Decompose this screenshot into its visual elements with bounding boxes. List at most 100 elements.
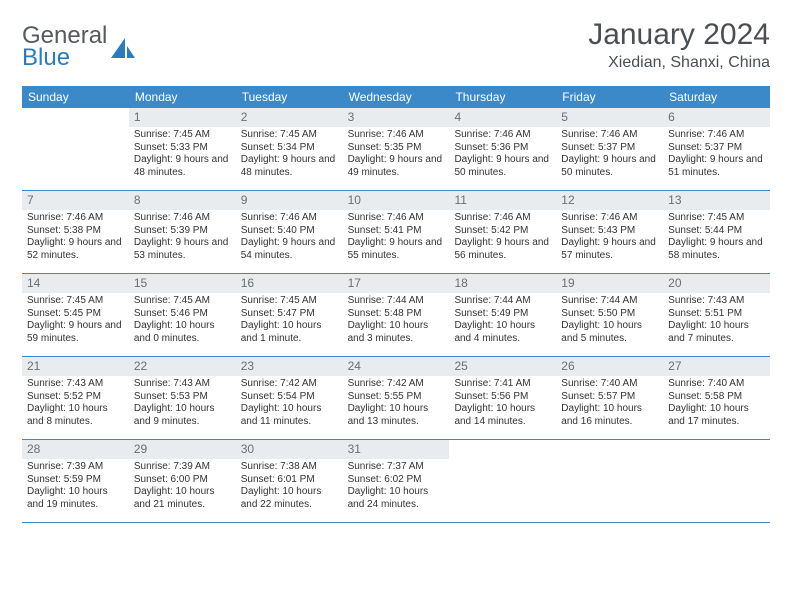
day-number: 9 bbox=[236, 191, 343, 210]
sunrise-text: Sunrise: 7:44 AM bbox=[348, 295, 445, 308]
day-number: 21 bbox=[22, 357, 129, 376]
daylight-text: Daylight: 9 hours and 55 minutes. bbox=[348, 237, 445, 262]
daylight-text: Daylight: 10 hours and 22 minutes. bbox=[241, 486, 338, 511]
sunset-text: Sunset: 5:38 PM bbox=[27, 225, 124, 238]
calendar-day: 5Sunrise: 7:46 AMSunset: 5:37 PMDaylight… bbox=[556, 108, 663, 190]
sunset-text: Sunset: 5:55 PM bbox=[348, 391, 445, 404]
sunset-text: Sunset: 5:46 PM bbox=[134, 308, 231, 321]
sunrise-text: Sunrise: 7:40 AM bbox=[668, 378, 765, 391]
sunset-text: Sunset: 5:37 PM bbox=[668, 142, 765, 155]
calendar-day: 23Sunrise: 7:42 AMSunset: 5:54 PMDayligh… bbox=[236, 357, 343, 439]
sunset-text: Sunset: 5:49 PM bbox=[454, 308, 551, 321]
sunset-text: Sunset: 5:48 PM bbox=[348, 308, 445, 321]
day-body: Sunrise: 7:45 AMSunset: 5:46 PMDaylight:… bbox=[129, 293, 236, 349]
calendar-day: 6Sunrise: 7:46 AMSunset: 5:37 PMDaylight… bbox=[663, 108, 770, 190]
day-body: Sunrise: 7:43 AMSunset: 5:52 PMDaylight:… bbox=[22, 376, 129, 432]
sunrise-text: Sunrise: 7:45 AM bbox=[134, 295, 231, 308]
day-body: Sunrise: 7:44 AMSunset: 5:49 PMDaylight:… bbox=[449, 293, 556, 349]
day-body: Sunrise: 7:46 AMSunset: 5:41 PMDaylight:… bbox=[343, 210, 450, 266]
sunrise-text: Sunrise: 7:43 AM bbox=[668, 295, 765, 308]
brand-logo: General Blue bbox=[22, 24, 137, 70]
day-body: Sunrise: 7:39 AMSunset: 5:59 PMDaylight:… bbox=[22, 459, 129, 515]
day-number: 2 bbox=[236, 108, 343, 127]
calendar-day: 28Sunrise: 7:39 AMSunset: 5:59 PMDayligh… bbox=[22, 440, 129, 522]
sunrise-text: Sunrise: 7:45 AM bbox=[241, 129, 338, 142]
day-number: 29 bbox=[129, 440, 236, 459]
daylight-text: Daylight: 9 hours and 51 minutes. bbox=[668, 154, 765, 179]
calendar-day: 12Sunrise: 7:46 AMSunset: 5:43 PMDayligh… bbox=[556, 191, 663, 273]
daylight-text: Daylight: 10 hours and 0 minutes. bbox=[134, 320, 231, 345]
daylight-text: Daylight: 10 hours and 21 minutes. bbox=[134, 486, 231, 511]
calendar-day: 7Sunrise: 7:46 AMSunset: 5:38 PMDaylight… bbox=[22, 191, 129, 273]
calendar-day: 14Sunrise: 7:45 AMSunset: 5:45 PMDayligh… bbox=[22, 274, 129, 356]
daylight-text: Daylight: 10 hours and 1 minute. bbox=[241, 320, 338, 345]
calendar-week: 1 Sunrise: 7:45 AM Sunset: 5:33 PM Daylight… bbox=[22, 108, 770, 191]
day-body: Sunrise: 7:46 AMSunset: 5:37 PMDaylight:… bbox=[663, 127, 770, 183]
calendar-day: 27Sunrise: 7:40 AMSunset: 5:58 PMDayligh… bbox=[663, 357, 770, 439]
day-body: Sunrise: 7:46 AMSunset: 5:38 PMDaylight:… bbox=[22, 210, 129, 266]
calendar-day: 26Sunrise: 7:40 AMSunset: 5:57 PMDayligh… bbox=[556, 357, 663, 439]
calendar-day: 21Sunrise: 7:43 AMSunset: 5:52 PMDayligh… bbox=[22, 357, 129, 439]
sunset-text: Sunset: 5:45 PM bbox=[27, 308, 124, 321]
day-body: Sunrise: 7:40 AMSunset: 5:57 PMDaylight:… bbox=[556, 376, 663, 432]
daylight-text: Daylight: 9 hours and 56 minutes. bbox=[454, 237, 551, 262]
sunrise-text: Sunrise: 7:46 AM bbox=[348, 129, 445, 142]
daylight-text: Daylight: 10 hours and 8 minutes. bbox=[27, 403, 124, 428]
daylight-text: Daylight: 10 hours and 4 minutes. bbox=[454, 320, 551, 345]
daylight-text: Daylight: 10 hours and 17 minutes. bbox=[668, 403, 765, 428]
sunrise-text: Sunrise: 7:44 AM bbox=[454, 295, 551, 308]
day-body: Sunrise: 7:43 AMSunset: 5:51 PMDaylight:… bbox=[663, 293, 770, 349]
calendar-week: 14Sunrise: 7:45 AMSunset: 5:45 PMDayligh… bbox=[22, 274, 770, 357]
day-number: 27 bbox=[663, 357, 770, 376]
calendar-day: 3Sunrise: 7:46 AMSunset: 5:35 PMDaylight… bbox=[343, 108, 450, 190]
day-body: Sunrise: 7:42 AMSunset: 5:54 PMDaylight:… bbox=[236, 376, 343, 432]
day-number: 19 bbox=[556, 274, 663, 293]
daylight-text: Daylight: 10 hours and 3 minutes. bbox=[348, 320, 445, 345]
daylight-text: Daylight: 10 hours and 9 minutes. bbox=[134, 403, 231, 428]
sunset-text: Sunset: 5:37 PM bbox=[561, 142, 658, 155]
sunset-text: Sunset: 5:40 PM bbox=[241, 225, 338, 238]
calendar-day: 19Sunrise: 7:44 AMSunset: 5:50 PMDayligh… bbox=[556, 274, 663, 356]
day-number: 8 bbox=[129, 191, 236, 210]
sunrise-text: Sunrise: 7:46 AM bbox=[561, 212, 658, 225]
calendar-week: 28Sunrise: 7:39 AMSunset: 5:59 PMDayligh… bbox=[22, 440, 770, 523]
day-body: Sunrise: 7:42 AMSunset: 5:55 PMDaylight:… bbox=[343, 376, 450, 432]
brand-sail-icon bbox=[111, 36, 137, 60]
sunset-text: Sunset: 5:34 PM bbox=[241, 142, 338, 155]
day-number: 28 bbox=[22, 440, 129, 459]
sunset-text: Sunset: 5:33 PM bbox=[134, 142, 231, 155]
daylight-text: Daylight: 10 hours and 13 minutes. bbox=[348, 403, 445, 428]
calendar-day: 17Sunrise: 7:44 AMSunset: 5:48 PMDayligh… bbox=[343, 274, 450, 356]
page-title: January 2024 bbox=[588, 18, 770, 52]
sunset-text: Sunset: 5:59 PM bbox=[27, 474, 124, 487]
calendar-day: 18Sunrise: 7:44 AMSunset: 5:49 PMDayligh… bbox=[449, 274, 556, 356]
sunrise-text: Sunrise: 7:46 AM bbox=[134, 212, 231, 225]
dayname-thu: Thursday bbox=[449, 86, 556, 108]
calendar-day: 10Sunrise: 7:46 AMSunset: 5:41 PMDayligh… bbox=[343, 191, 450, 273]
day-number: 16 bbox=[236, 274, 343, 293]
sunset-text: Sunset: 5:51 PM bbox=[668, 308, 765, 321]
sunrise-text: Sunrise: 7:43 AM bbox=[27, 378, 124, 391]
day-body: Sunrise: 7:39 AMSunset: 6:00 PMDaylight:… bbox=[129, 459, 236, 515]
calendar-day: 13Sunrise: 7:45 AMSunset: 5:44 PMDayligh… bbox=[663, 191, 770, 273]
day-number: 4 bbox=[449, 108, 556, 127]
day-number: 1 bbox=[129, 108, 236, 127]
daylight-text: Daylight: 10 hours and 5 minutes. bbox=[561, 320, 658, 345]
day-number: 15 bbox=[129, 274, 236, 293]
sunset-text: Sunset: 5:47 PM bbox=[241, 308, 338, 321]
daylight-text: Daylight: 10 hours and 14 minutes. bbox=[454, 403, 551, 428]
day-body: Sunrise: 7:45 AMSunset: 5:34 PMDaylight:… bbox=[236, 127, 343, 183]
sunset-text: Sunset: 5:43 PM bbox=[561, 225, 658, 238]
sunrise-text: Sunrise: 7:45 AM bbox=[27, 295, 124, 308]
calendar-day: 4Sunrise: 7:46 AMSunset: 5:36 PMDaylight… bbox=[449, 108, 556, 190]
day-body: Sunrise: 7:46 AMSunset: 5:43 PMDaylight:… bbox=[556, 210, 663, 266]
daylight-text: Daylight: 9 hours and 49 minutes. bbox=[348, 154, 445, 179]
calendar: Sunday Monday Tuesday Wednesday Thursday… bbox=[22, 86, 770, 523]
sunset-text: Sunset: 6:00 PM bbox=[134, 474, 231, 487]
calendar-day bbox=[449, 440, 556, 522]
daylight-text: Daylight: 9 hours and 50 minutes. bbox=[561, 154, 658, 179]
daylight-text: Daylight: 9 hours and 50 minutes. bbox=[454, 154, 551, 179]
sunrise-text: Sunrise: 7:46 AM bbox=[241, 212, 338, 225]
day-number: 12 bbox=[556, 191, 663, 210]
daylight-text: Daylight: 10 hours and 16 minutes. bbox=[561, 403, 658, 428]
